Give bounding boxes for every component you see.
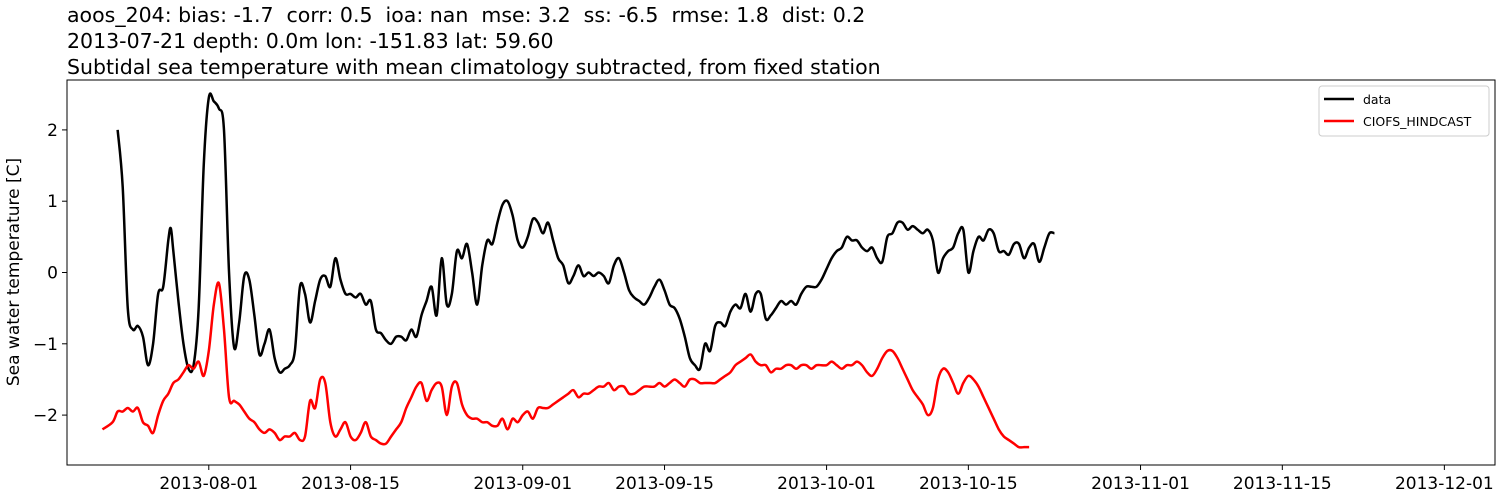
- x-tick-label: 2013-10-01: [777, 474, 876, 494]
- x-tick-label: 2013-10-15: [919, 474, 1018, 494]
- x-tick-label: 2013-11-15: [1233, 474, 1332, 494]
- x-tick-label: 2013-11-01: [1091, 474, 1190, 494]
- series-line-data: [116, 92, 1055, 374]
- y-tick-label: −1: [33, 335, 58, 355]
- legend: data CIOFS_HINDCAST: [1318, 85, 1490, 137]
- x-tick-label: 2013-09-01: [473, 474, 572, 494]
- y-tick-label: 2: [47, 121, 58, 141]
- chart-title: aoos_204: bias: -1.7 corr: 0.5 ioa: nan …: [67, 2, 881, 80]
- legend-label-ciofs: CIOFS_HINDCAST: [1363, 114, 1472, 129]
- y-axis: 2 1 0 −1 −2: [33, 121, 67, 426]
- x-tick-label: 2013-12-01: [1395, 474, 1494, 494]
- x-tick-label: 2013-08-15: [301, 474, 400, 494]
- title-line-metrics: aoos_204: bias: -1.7 corr: 0.5 ioa: nan …: [67, 3, 866, 27]
- x-axis: 2013-08-01 2013-08-15 2013-09-01 2013-09-15…: [159, 465, 1494, 494]
- title-line-description: Subtidal sea temperature with mean clima…: [67, 55, 881, 79]
- y-axis-label: Sea water temperature [C]: [4, 158, 24, 386]
- legend-label-data: data: [1363, 92, 1391, 107]
- series-layer: [101, 92, 1055, 449]
- y-tick-label: 0: [47, 264, 58, 284]
- y-tick-label: −2: [33, 406, 58, 426]
- x-tick-label: 2013-08-01: [159, 474, 258, 494]
- y-tick-label: 1: [47, 192, 58, 212]
- series-line-ciofs-hindcast: [101, 281, 1030, 449]
- x-tick-label: 2013-09-15: [615, 474, 714, 494]
- plot-area: [66, 79, 1496, 466]
- legend-box: [1318, 85, 1490, 137]
- title-line-location: 2013-07-21 depth: 0.0m lon: -151.83 lat:…: [67, 29, 554, 53]
